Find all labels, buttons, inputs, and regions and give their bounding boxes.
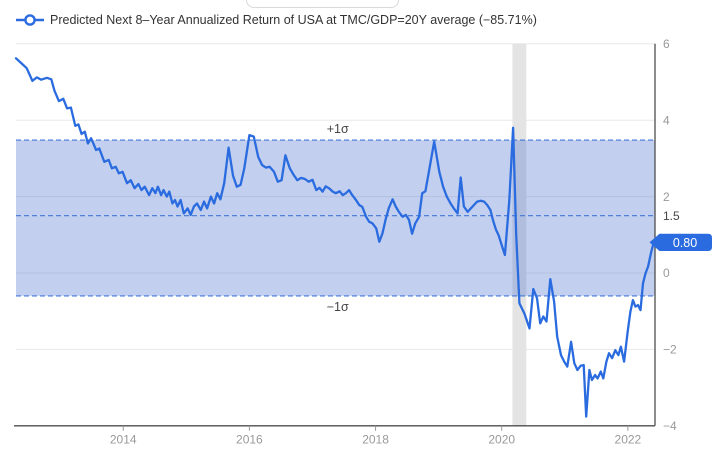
series-line[interactable] bbox=[14, 57, 655, 418]
y-tick-label: −2 bbox=[663, 343, 677, 357]
last-value-badge bbox=[649, 233, 712, 251]
recession-band bbox=[512, 43, 527, 426]
x-tick-label: 2022 bbox=[615, 432, 642, 446]
sigma-upper-label: +1σ bbox=[327, 122, 349, 136]
sigma-lower-label: −1σ bbox=[327, 300, 349, 314]
y-tick-label: −4 bbox=[663, 419, 677, 433]
legend-label: Predicted Next 8–Year Annualized Return … bbox=[50, 13, 537, 27]
y-tick-label: 6 bbox=[663, 37, 670, 51]
y-tick-label: 0 bbox=[663, 266, 670, 280]
legend-line-circle-icon bbox=[16, 14, 44, 26]
y-tick-label: 4 bbox=[663, 113, 670, 127]
sigma-band bbox=[16, 140, 655, 296]
x-tick-label: 2014 bbox=[110, 432, 137, 446]
y-tick-label: 2 bbox=[663, 190, 670, 204]
x-tick-label: 2016 bbox=[236, 432, 263, 446]
last-value-label: 0.80 bbox=[673, 236, 697, 250]
legend-item[interactable]: Predicted Next 8–Year Annualized Return … bbox=[15, 13, 537, 27]
x-tick-label: 2020 bbox=[488, 432, 515, 446]
x-tick-label: 2018 bbox=[362, 432, 389, 446]
y-tick-label-mean: 1.5 bbox=[663, 209, 680, 223]
